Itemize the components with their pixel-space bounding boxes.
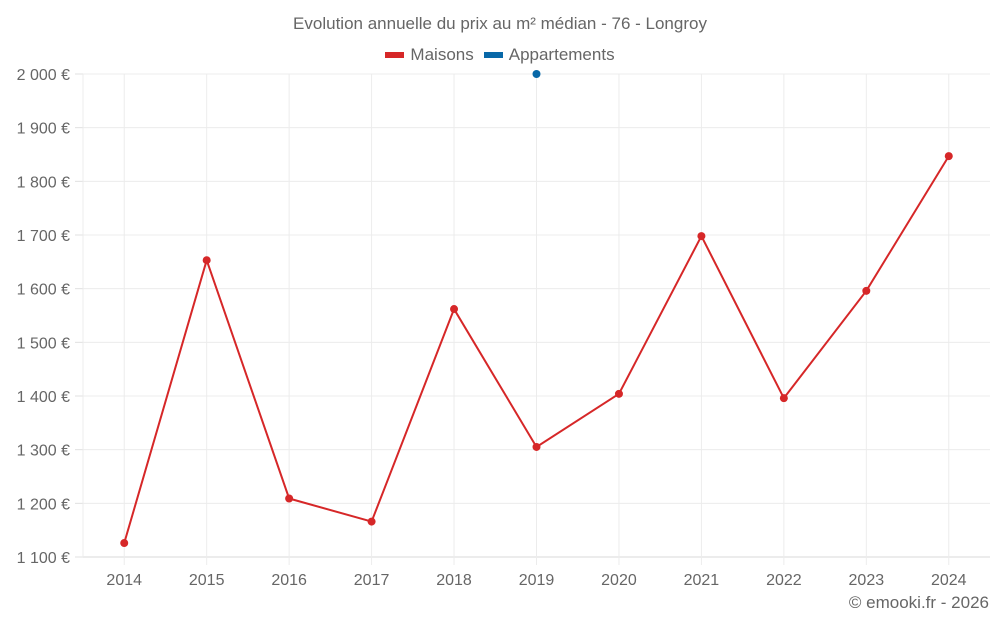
y-tick-label: 1 900 €	[17, 121, 70, 138]
x-tick-label: 2019	[519, 572, 555, 589]
data-point[interactable]	[532, 442, 541, 451]
x-tick-label: 2018	[436, 572, 472, 589]
chart-title: Evolution annuelle du prix au m² médian …	[293, 14, 707, 33]
y-tick-label: 1 500 €	[17, 335, 70, 352]
data-point[interactable]	[944, 152, 953, 161]
x-tick-label: 2023	[849, 572, 885, 589]
y-tick-label: 1 700 €	[17, 228, 70, 245]
y-tick-label: 1 300 €	[17, 443, 70, 460]
data-point[interactable]	[120, 539, 129, 548]
y-tick-label: 2 000 €	[17, 67, 70, 84]
x-tick-label: 2016	[271, 572, 307, 589]
legend-item-appartements[interactable]: Appartements	[483, 45, 615, 65]
y-tick-label: 1 400 €	[17, 389, 70, 406]
y-tick-label: 1 200 €	[17, 496, 70, 513]
y-tick-label: 1 800 €	[17, 174, 70, 191]
data-point[interactable]	[862, 286, 871, 295]
data-point[interactable]	[614, 389, 623, 398]
y-tick-label: 1 100 €	[17, 550, 70, 567]
y-tick-label: 1 600 €	[17, 282, 70, 299]
data-point[interactable]	[202, 256, 211, 265]
x-tick-label: 2021	[684, 572, 720, 589]
x-tick-label: 2024	[931, 572, 967, 589]
x-tick-label: 2020	[601, 572, 637, 589]
data-point[interactable]	[285, 494, 294, 503]
data-point[interactable]	[697, 232, 706, 241]
data-point[interactable]	[779, 394, 788, 403]
legend-label: Appartements	[508, 45, 615, 64]
legend-label: Maisons	[410, 45, 474, 64]
x-tick-label: 2015	[189, 572, 225, 589]
x-tick-label: 2014	[106, 572, 142, 589]
credit-text: © emooki.fr - 2026	[848, 593, 989, 612]
appartements-swatch-icon	[483, 52, 503, 58]
data-point[interactable]	[532, 70, 541, 78]
data-point[interactable]	[450, 305, 459, 314]
x-tick-label: 2022	[766, 572, 802, 589]
maisons-swatch-icon	[385, 52, 405, 58]
legend: Maisons Appartements	[0, 45, 1000, 65]
data-point[interactable]	[367, 517, 376, 526]
x-tick-label: 2017	[354, 572, 390, 589]
legend-item-maisons[interactable]: Maisons	[385, 45, 474, 65]
